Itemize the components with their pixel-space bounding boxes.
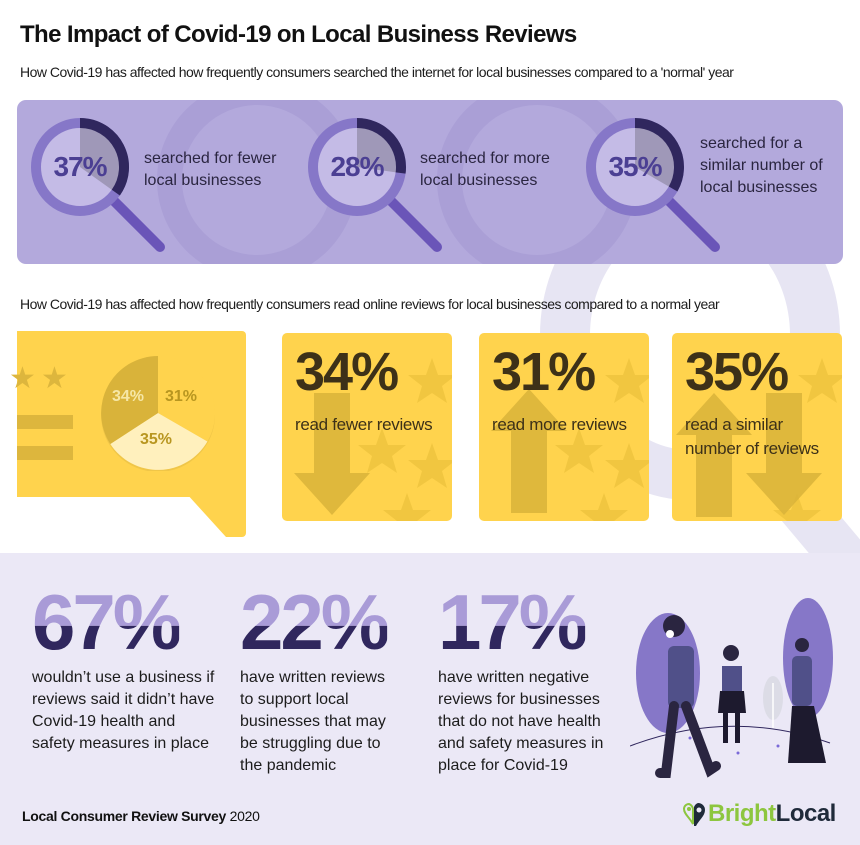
- search-stat-similar: 35% searched for a similar number of loc…: [572, 100, 842, 264]
- stat-67: 67% 67% wouldn’t use a business if revie…: [32, 583, 214, 755]
- stat-description: have written negative reviews for busine…: [438, 669, 604, 774]
- stat-description: wouldn’t use a business if reviews said …: [32, 669, 215, 752]
- stat-pct: 67% 67%: [32, 578, 180, 666]
- stat-description: have written reviews to support local bu…: [240, 669, 386, 774]
- stat-pct: 22% 22%: [240, 578, 388, 666]
- star-pattern-decoration: [773, 358, 842, 521]
- magnifier-chart: 35%: [585, 117, 720, 252]
- star-icon: ★: [41, 362, 68, 395]
- logo-text-bright: Bright: [708, 800, 776, 827]
- stat-22: 22% 22% have written reviews to support …: [240, 578, 388, 777]
- review-pie-chart: 34% 31% 35%: [100, 355, 216, 472]
- pie-slice-label: 35%: [140, 431, 173, 448]
- review-card-more: 31% read more reviews: [479, 333, 649, 521]
- speech-bubble-tail: [186, 493, 226, 537]
- text-line-decoration: [17, 446, 73, 460]
- pie-slice-label: 31%: [165, 388, 198, 405]
- review-label: read a similar number of reviews: [685, 415, 819, 458]
- magnifier-icon: [308, 118, 442, 252]
- review-card-fewer: 34% read fewer reviews: [282, 333, 452, 521]
- review-label: read more reviews: [492, 415, 627, 434]
- review-pct: 35%: [685, 342, 789, 402]
- review-pct: 31%: [492, 342, 596, 402]
- search-pct: 28%: [330, 151, 384, 182]
- page-title: The Impact of Covid-19 on Local Business…: [20, 21, 577, 48]
- search-pct: 37%: [53, 151, 107, 182]
- magnifier-icon: [586, 118, 720, 252]
- review-card-similar: 35% read a similar number of reviews: [672, 333, 842, 521]
- survey-year: 2020: [229, 808, 260, 824]
- review-label: read fewer reviews: [295, 415, 433, 434]
- speech-bubble-tail: [226, 493, 246, 537]
- search-label: searched for a similar number of local b…: [700, 135, 823, 196]
- reviews-section-subtitle: How Covid-19 has affected how frequently…: [20, 296, 720, 312]
- arrow-down-icon: [294, 393, 370, 515]
- text-line-decoration: [17, 415, 73, 429]
- search-section-subtitle: How Covid-19 has affected how frequently…: [20, 64, 734, 80]
- logo-text-local: Local: [775, 800, 837, 827]
- arrow-up-icon: [491, 389, 567, 513]
- pie-slice-label: 34%: [112, 388, 145, 405]
- search-label: searched for fewer local businesses: [144, 150, 277, 189]
- stat-17: 17% 17% have written negative reviews fo…: [438, 583, 603, 777]
- search-stat-fewer: 37% searched for fewer local businesses: [17, 100, 297, 264]
- map-pin-heart-icon: [682, 802, 705, 826]
- brightlocal-logo: Bright Local: [680, 800, 836, 828]
- search-pct: 35%: [608, 151, 662, 182]
- bottom-stats-section: 67% 67% wouldn’t use a business if revie…: [0, 553, 860, 845]
- arrows-up-down-icon: [676, 393, 822, 517]
- review-pct: 34%: [295, 342, 399, 402]
- pie-chart-svg: [101, 356, 216, 472]
- magnifier-icon: [31, 118, 165, 252]
- search-label: searched for more local businesses: [420, 150, 550, 189]
- panel-circle-decoration: [462, 105, 612, 255]
- star-icon: ★: [9, 362, 36, 395]
- survey-footer: Local Consumer Review Survey 2020: [22, 808, 260, 824]
- search-stats-panel: 37% searched for fewer local businesses …: [17, 100, 843, 264]
- survey-name: Local Consumer Review Survey: [22, 808, 227, 824]
- magnifier-chart: 37%: [30, 117, 165, 252]
- star-pattern-decoration: [555, 358, 649, 521]
- panel-circle-decoration: [182, 105, 332, 255]
- star-pattern-decoration: [358, 358, 452, 521]
- magnifier-chart: 28%: [307, 117, 442, 252]
- people-walking-illustration: [630, 598, 833, 778]
- search-stat-more: 28% searched for more local businesses: [294, 100, 574, 264]
- stat-pct: 17% 17%: [438, 578, 586, 666]
